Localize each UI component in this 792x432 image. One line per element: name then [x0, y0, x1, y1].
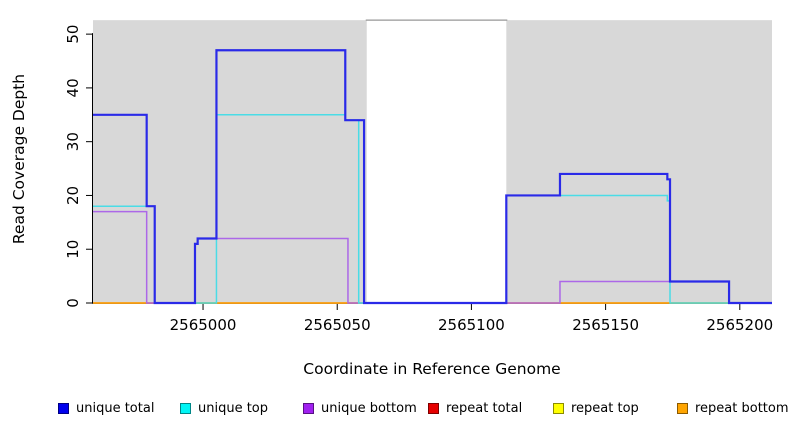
x-axis-title: Coordinate in Reference Genome	[303, 360, 561, 378]
legend-label: repeat top	[571, 400, 639, 416]
legend-item-repeat-top: repeat top	[553, 399, 639, 417]
y-tick-label: 20	[64, 186, 82, 205]
series-line-unique-total	[93, 49, 772, 305]
legend-swatch-icon	[180, 402, 191, 414]
legend-item-unique-bottom: unique bottom	[303, 399, 417, 417]
legend-item-unique-total: unique total	[58, 399, 154, 417]
y-tick-label: 30	[64, 132, 82, 151]
shaded-data-regions	[93, 20, 772, 304]
shaded-region	[93, 20, 367, 304]
y-axis-title: Read Coverage Depth	[10, 73, 28, 245]
x-tick-label: 2565050	[304, 316, 371, 334]
legend-label: unique total	[76, 400, 155, 416]
legend-item-repeat-bottom: repeat bottom	[677, 399, 789, 417]
legend-label: repeat bottom	[695, 400, 789, 416]
legend-swatch-icon	[303, 402, 314, 414]
legend: unique total unique top unique bottom repea…	[0, 399, 792, 423]
legend-item-unique-top: unique top	[180, 399, 268, 417]
x-tick-label: 2565100	[438, 316, 505, 334]
legend-swatch-icon	[553, 402, 564, 414]
x-tick-label: 2565150	[572, 316, 639, 334]
legend-swatch-icon	[677, 402, 688, 414]
x-tick-label: 2565200	[706, 316, 773, 334]
y-tick-label: 10	[64, 240, 82, 259]
legend-label: unique top	[198, 400, 269, 416]
y-tick-label: 50	[64, 25, 82, 44]
shaded-region	[506, 20, 772, 304]
legend-swatch-icon	[428, 402, 439, 414]
y-tick-label: 40	[64, 78, 82, 97]
legend-swatch-icon	[58, 402, 69, 414]
y-tick-label: 0	[64, 298, 82, 308]
legend-label: repeat total	[446, 400, 523, 416]
legend-item-repeat-total: repeat total	[428, 399, 522, 417]
legend-label: unique bottom	[321, 400, 417, 416]
x-tick-label: 2565000	[170, 316, 237, 334]
